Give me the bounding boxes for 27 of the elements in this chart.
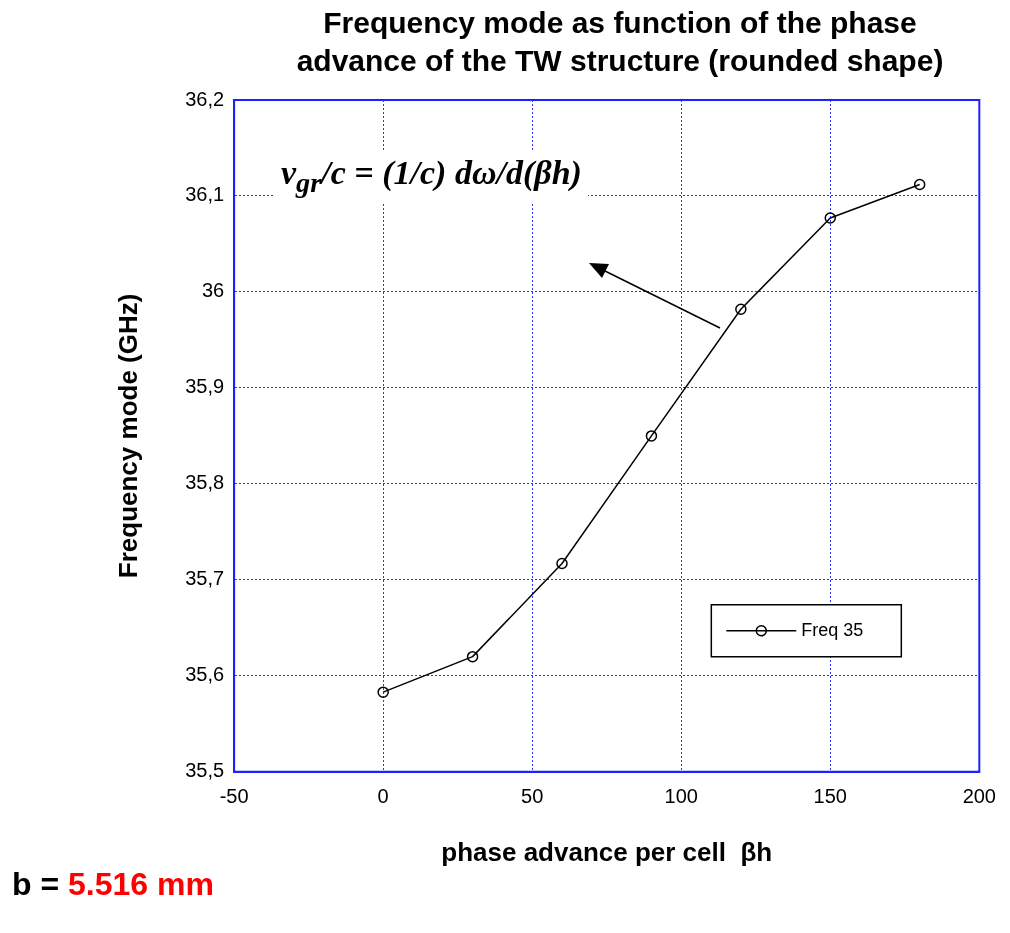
legend-label: Freq 35: [801, 619, 864, 640]
y-tick-label: 35,8: [185, 471, 225, 494]
chart-title: Frequency mode as function of the phase advance of the TW structure (rounded shape): [295, 5, 945, 79]
x-tick-label: 150: [813, 785, 847, 808]
point: [824, 212, 837, 224]
x-tick-label: -50: [219, 785, 249, 808]
y-tick-label: 35,6: [185, 663, 225, 686]
point: [556, 557, 568, 570]
point: [913, 178, 926, 191]
y-tick-label: 36,2: [185, 87, 225, 110]
y-axis-title: Frequency mode (GHz): [112, 293, 143, 579]
point: [466, 650, 479, 663]
x-tick-label: 50: [521, 785, 544, 808]
y-tick-label: 35,7: [185, 567, 225, 590]
point: [645, 430, 658, 442]
x-tick-label: 200: [962, 785, 996, 808]
y-tick-label: 35,5: [185, 759, 225, 782]
point: [735, 303, 747, 315]
y-tick-label: 35,9: [185, 375, 225, 398]
y-tick-label: 36: [201, 279, 225, 302]
x-axis-title: phase advance per cell βh: [441, 836, 773, 867]
annotation: v$_{gr}$/c = (1/c) dω/d(βh): [275, 150, 588, 203]
x-tick-label: 0: [377, 785, 389, 808]
x-tick-label: 100: [664, 785, 698, 808]
text: b = 5.516 mm: [12, 866, 214, 902]
y-tick-label: 36,1: [185, 183, 225, 206]
point: [377, 686, 389, 698]
